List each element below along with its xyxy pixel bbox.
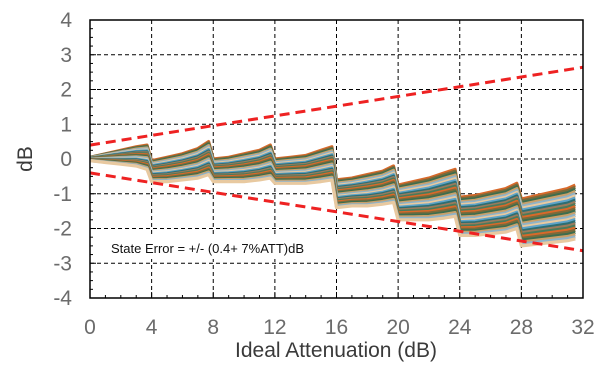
x-tick-label: 4: [146, 316, 158, 339]
x-tick-label: 32: [571, 316, 594, 339]
y-tick-label: 0: [60, 148, 72, 171]
y-tick-label: -1: [53, 183, 72, 206]
upper-limit-line: [89, 65, 584, 147]
plot-frame: [89, 19, 584, 299]
y-tick-label: 2: [60, 79, 72, 102]
y-tick-label: 1: [60, 113, 72, 136]
x-tick-label: 8: [207, 316, 219, 339]
lower-limit-line: [89, 171, 584, 253]
measured-curve: [89, 159, 576, 248]
measured-band: [89, 140, 576, 248]
x-tick-label: 24: [448, 316, 472, 339]
y-axis-label: dB: [14, 146, 37, 172]
annotation-background: [104, 236, 366, 259]
y-tick-label: -2: [53, 218, 72, 241]
x-tick-label: 12: [263, 316, 286, 339]
limit-lines: [89, 65, 584, 253]
y-tick-label: 3: [60, 44, 72, 67]
x-tick-label: 16: [325, 316, 348, 339]
y-tick-label: -3: [53, 252, 72, 275]
y-tick-labels: 4 3 2 1 0 -1 -2 -3 -4: [53, 9, 72, 310]
x-axis-label: Ideal Attenuation (dB): [235, 339, 437, 362]
y-tick-label: -4: [53, 287, 72, 310]
x-tick-label: 28: [510, 316, 533, 339]
x-tick-label: 0: [84, 316, 96, 339]
y-tick-label: 4: [60, 9, 72, 32]
annotation-text: State Error = +/- (0.4+ 7%ATT)dB: [111, 241, 304, 256]
x-tick-labels: 0 4 8 12 16 20 24 28 32: [84, 316, 595, 339]
x-tick-label: 20: [386, 316, 409, 339]
